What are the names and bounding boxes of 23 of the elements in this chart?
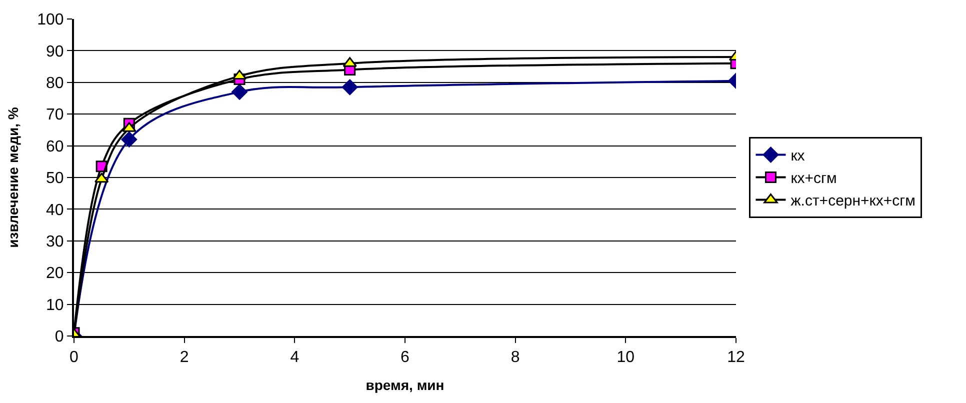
y-tick-label: 0	[54, 328, 64, 346]
x-tick-label: 6	[400, 349, 410, 366]
y-tick-label: 20	[46, 265, 64, 282]
y-tick-label: 30	[46, 234, 64, 250]
y-tick-label: 80	[46, 75, 64, 92]
legend-label: ж.ст+серн+кх+сгм	[790, 192, 916, 210]
y-tick-label: 100	[37, 12, 64, 29]
y-tick-label: 40	[46, 202, 64, 219]
x-tick-label: 0	[70, 349, 79, 366]
y-tick-label: 50	[46, 170, 64, 188]
x-tick-label: 12	[727, 349, 745, 366]
x-tick-label: 4	[290, 349, 300, 366]
x-axis-title: время, мин	[366, 377, 444, 393]
x-tick-label: 10	[616, 349, 635, 366]
legend-label: кх+сгм	[790, 170, 837, 188]
x-tick-label: 8	[510, 349, 520, 366]
x-tick-label: 2	[180, 349, 189, 366]
y-tick-label: 70	[46, 106, 64, 124]
y-tick-label: 90	[46, 43, 64, 60]
y-tick-label: 10	[46, 296, 64, 314]
y-tick-label: 60	[46, 138, 64, 156]
legend-label: кх	[790, 148, 806, 165]
y-axis-title: извлечение меди, %	[5, 106, 22, 248]
